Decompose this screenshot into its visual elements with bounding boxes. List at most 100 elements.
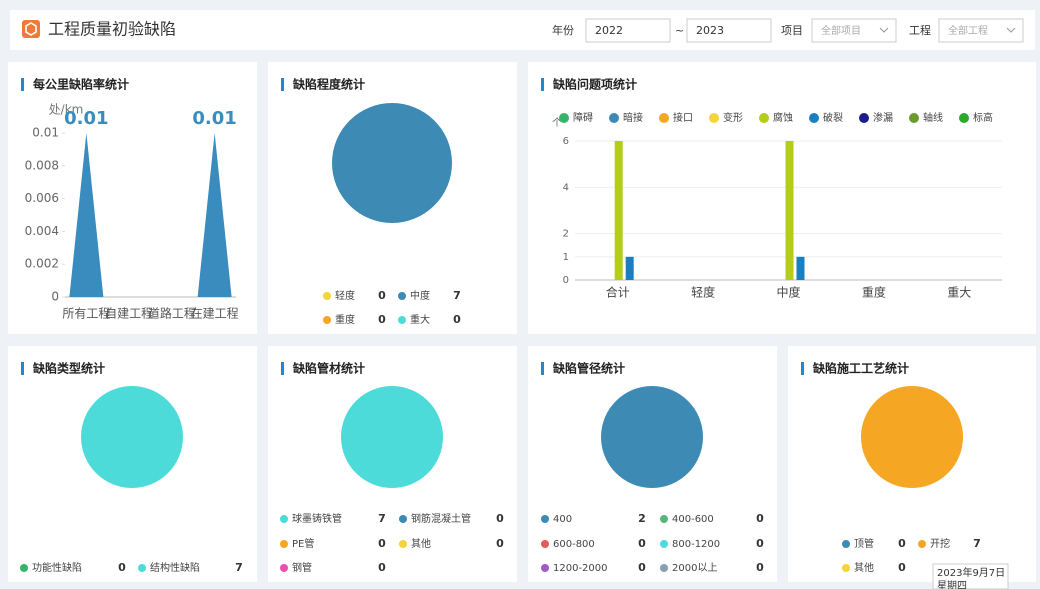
y-tick-label: 2 [563, 229, 569, 240]
legend-value: 0 [496, 537, 504, 550]
legend-value: 2 [638, 512, 646, 525]
legend-label: 1200-2000 [553, 563, 608, 574]
y-tick-label: 0.006 [25, 191, 59, 205]
year-end-value: 2023 [696, 24, 724, 37]
x-tick-label: 合计 [606, 285, 630, 300]
legend-value: 0 [756, 537, 764, 550]
legend-value: 0 [378, 313, 386, 326]
legend-value: 7 [235, 561, 243, 574]
legend-label: 2000以上 [672, 562, 717, 574]
legend-swatch [842, 564, 850, 572]
legend-label: 顶管 [854, 537, 874, 550]
pie-slice [601, 386, 703, 488]
y-tick-label: 0.01 [32, 126, 59, 140]
filter-label: 工程 [909, 24, 931, 37]
legend-swatch [660, 515, 668, 523]
year-start-input[interactable] [585, 18, 671, 43]
legend-label: 标高 [973, 111, 993, 124]
legend-label: 重大 [410, 313, 430, 326]
x-tick-label: 重大 [947, 286, 971, 300]
header-icon-glyph [25, 22, 37, 36]
legend-swatch [559, 113, 569, 123]
legend-value: 7 [973, 537, 981, 550]
triangle-bar [197, 133, 232, 297]
legend-label: 其他 [854, 561, 874, 574]
legend-swatch [280, 540, 288, 548]
legend-label: 开挖 [930, 537, 950, 550]
legend-swatch [20, 564, 28, 572]
legend-label: 暗接 [623, 111, 643, 124]
legend-swatch [909, 113, 919, 123]
panel-title-marker [21, 362, 24, 375]
legend-swatch [959, 113, 969, 123]
clock-date: 2023年9月7日 [937, 566, 1005, 579]
y-tick-label: 0.004 [25, 224, 59, 238]
page-title: 工程质量初验缺陷 [48, 20, 176, 39]
value-label: 0.01 [64, 108, 108, 129]
panel-title-marker [541, 78, 544, 91]
legend-swatch [541, 515, 549, 523]
range-separator: ~ [675, 24, 684, 37]
legend-value: 0 [638, 561, 646, 574]
legend-swatch [280, 564, 288, 572]
y-tick-label: 0.002 [25, 257, 59, 271]
legend-swatch [280, 515, 288, 523]
panel-title: 缺陷管材统计 [293, 361, 365, 376]
y-tick-label: 0 [563, 275, 569, 286]
panel-title: 缺陷管径统计 [553, 361, 625, 376]
legend-value: 0 [453, 313, 461, 326]
legend-label: 渗漏 [873, 111, 893, 124]
panel-title: 每公里缺陷率统计 [33, 77, 129, 92]
legend-swatch [859, 113, 869, 123]
legend-label: 轴线 [923, 111, 943, 124]
legend-label: 中度 [410, 289, 430, 302]
legend-swatch [398, 316, 406, 324]
legend-value: 0 [378, 289, 386, 302]
legend-swatch [399, 540, 407, 548]
legend-swatch [759, 113, 769, 123]
x-tick-label: 在建工程 [191, 306, 239, 321]
charts: 每公里缺陷率统计00.0020.0040.0060.0080.01处/km0.0… [8, 62, 1036, 582]
header-icon [22, 20, 40, 38]
legend-label: 变形 [723, 111, 743, 124]
legend-label: 400 [553, 514, 572, 525]
legend-label: 钢管 [292, 561, 312, 574]
legend-value: 0 [496, 512, 504, 525]
y-tick-label: 0.008 [25, 158, 59, 172]
legend-label: 腐蚀 [773, 111, 793, 124]
pie-slice [341, 386, 443, 488]
legend-label: 轻度 [335, 289, 355, 302]
legend-swatch [809, 113, 819, 123]
legend-swatch [138, 564, 146, 572]
work-select[interactable] [938, 18, 1024, 43]
legend-swatch [709, 113, 719, 123]
select-arrow [1006, 27, 1016, 33]
x-tick-label: 自建工程 [105, 306, 153, 321]
x-tick-label: 轻度 [691, 285, 715, 300]
panel-title-marker [281, 78, 284, 91]
panel-title-marker [21, 78, 24, 91]
legend-label: 钢筋混凝土管 [411, 512, 471, 525]
work-select-value: 全部工程 [948, 24, 988, 37]
panel-title: 缺陷程度统计 [293, 77, 365, 92]
legend-swatch [918, 540, 926, 548]
x-tick-label: 重度 [862, 285, 886, 300]
legend-label: 破裂 [823, 111, 843, 124]
legend-value: 0 [118, 561, 126, 574]
year-end-input[interactable] [686, 18, 772, 43]
bar [785, 141, 794, 280]
project-select-value: 全部项目 [821, 24, 861, 37]
pie-slice [332, 103, 452, 223]
year-start-value: 2022 [595, 24, 623, 37]
filter-label: 项目 [781, 24, 803, 37]
pie-slice [861, 386, 963, 488]
select-arrow [879, 27, 889, 33]
filter-label: 年份 [552, 23, 574, 37]
y-tick-label: 0 [51, 290, 59, 304]
legend-swatch [659, 113, 669, 123]
legend-label: 球墨铸铁管 [292, 512, 342, 525]
project-select[interactable] [811, 18, 897, 43]
legend-swatch [399, 515, 407, 523]
